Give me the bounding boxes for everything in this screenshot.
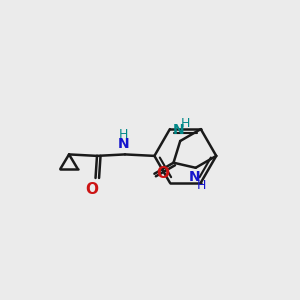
Text: N: N [188,170,200,184]
Text: H: H [181,117,190,130]
Text: O: O [85,182,98,196]
Text: N: N [173,124,184,137]
Text: H: H [196,179,206,192]
Text: H: H [119,128,128,141]
Text: N: N [118,137,129,152]
Text: O: O [157,166,170,181]
